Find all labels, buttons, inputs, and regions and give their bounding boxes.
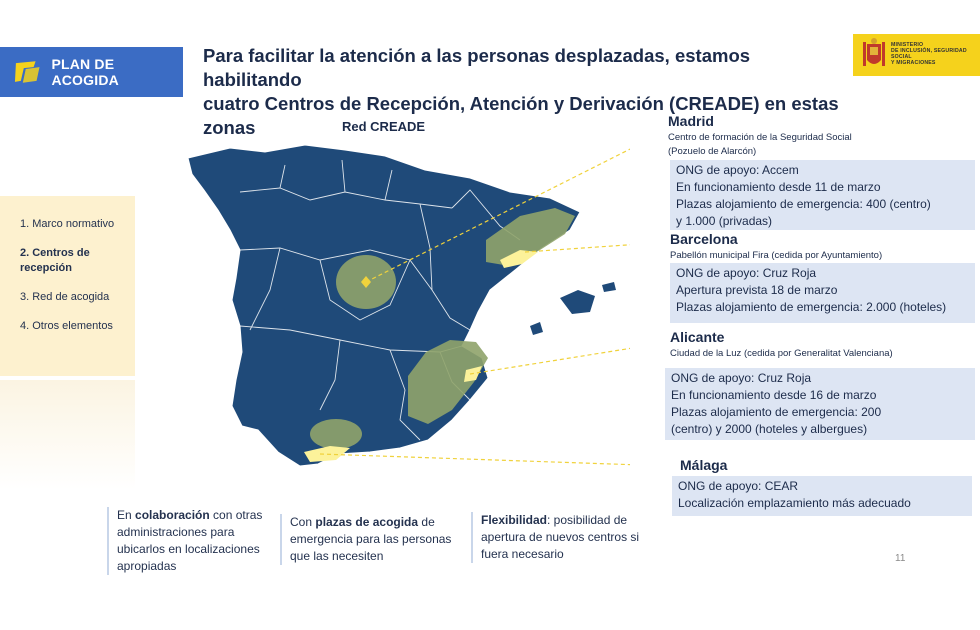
note-flexibilidad: Flexibilidad: posibilidad de apertura de…	[471, 512, 651, 563]
menu-item-otros[interactable]: 4. Otros elementos	[20, 320, 113, 332]
menorca	[602, 282, 616, 292]
note-1-post: con otras administraciones para ubicarlo…	[117, 508, 263, 573]
barcelona-title: Barcelona	[670, 231, 738, 247]
madrid-sub-1: Centro de formación de la Seguridad Soci…	[668, 132, 852, 143]
madrid-line-3: Plazas alojamiento de emergencia: 400 (c…	[676, 197, 931, 211]
madrid-line-1: ONG de apoyo: Accem	[676, 163, 799, 177]
highlight-barcelona	[500, 250, 538, 268]
zone-barcelona	[486, 208, 575, 266]
alicante-sub-1: Ciudad de la Luz (cedida por Generalitat…	[670, 348, 893, 359]
madrid-info-box: ONG de apoyo: Accem En funcionamiento de…	[670, 160, 975, 230]
barcelona-line-3: Plazas alojamiento de emergencia: 2.000 …	[676, 300, 947, 314]
headline-line-2: cuatro Centros de Recepción, Atención y …	[203, 93, 839, 138]
ministry-logo: MINISTERIO DE INCLUSIÓN, SEGURIDAD SOCIA…	[853, 34, 980, 76]
zone-malaga	[310, 419, 362, 449]
madrid-sub-2: (Pozuelo de Alarcón)	[668, 146, 757, 157]
spain-map	[187, 144, 630, 467]
map-title: Red CREADE	[342, 119, 426, 134]
ministry-line-1: MINISTERIO	[891, 42, 924, 48]
plan-badge: PLAN DE ACOGIDA	[0, 47, 183, 97]
note-1-bold: colaboración	[135, 508, 210, 522]
connector-lines	[319, 148, 630, 466]
alicante-line-2: En funcionamiento desde 16 de marzo	[671, 388, 877, 402]
note-colaboracion: En colaboración con otras administracion…	[107, 507, 282, 575]
headline-line-1: Para facilitar la atención a las persona…	[203, 45, 751, 90]
malaga-title: Málaga	[680, 457, 728, 473]
note-3-post: : posibilidad de apertura de nuevos cent…	[481, 513, 640, 561]
alicante-line-1: ONG de apoyo: Cruz Roja	[671, 371, 812, 385]
note-3-bold: Flexibilidad	[481, 513, 548, 527]
madrid-pointer-icon	[361, 276, 371, 288]
menu-item-centros[interactable]: 2. Centros de recepción	[20, 247, 90, 274]
coat-of-arms-icon	[863, 38, 885, 66]
madrid-line-4: y 1.000 (privadas)	[676, 214, 773, 228]
page-number: 11	[895, 553, 906, 564]
alicante-title: Alicante	[670, 329, 725, 345]
mallorca	[560, 290, 595, 314]
note-2-pre: Con	[290, 515, 316, 529]
menu-item-marco[interactable]: 1. Marco normativo	[20, 218, 115, 230]
plan-logo-icon	[14, 61, 40, 83]
barcelona-info-box: ONG de apoyo: Cruz Roja Apertura previst…	[670, 263, 975, 323]
page-headline: Para facilitar la atención a las persona…	[203, 44, 843, 140]
ministry-line-2: DE INCLUSIÓN, SEGURIDAD SOCIAL	[891, 48, 967, 60]
zone-alicante	[408, 340, 488, 424]
barcelona-line-2: Apertura prevista 18 de marzo	[676, 283, 838, 297]
malaga-line-2: Localización emplazamiento más adecuado	[678, 496, 911, 510]
mainland-spain	[187, 144, 581, 467]
highlight-malaga	[304, 446, 350, 462]
malaga-line-1: ONG de apoyo: CEAR	[678, 479, 799, 493]
note-1-pre: En	[117, 508, 136, 522]
barcelona-sub-1: Pabellón municipal Fira (cedida por Ayun…	[670, 250, 883, 261]
menu-fade	[0, 380, 135, 490]
malaga-info-box: ONG de apoyo: CEAR Localización emplazam…	[672, 476, 972, 516]
note-2-post: de emergencia para las personas que las …	[290, 515, 452, 563]
note-2-bold: plazas de acogida	[315, 515, 419, 529]
plan-badge-label: PLAN DE ACOGIDA	[51, 56, 119, 88]
ministry-text: MINISTERIO DE INCLUSIÓN, SEGURIDAD SOCIA…	[891, 42, 977, 66]
ministry-line-3: Y MIGRACIONES	[891, 60, 936, 66]
alicante-line-4: (centro) y 2000 (hoteles y albergues)	[671, 422, 868, 436]
menu-item-red[interactable]: 3. Red de acogida	[20, 291, 110, 303]
madrid-line-2: En funcionamiento desde 11 de marzo	[676, 180, 881, 194]
alicante-line-3: Plazas alojamiento de emergencia: 200	[671, 405, 882, 419]
alicante-info-box: ONG de apoyo: Cruz Roja En funcionamient…	[665, 368, 975, 440]
barcelona-line-1: ONG de apoyo: Cruz Roja	[676, 266, 817, 280]
note-plazas: Con plazas de acogida de emergencia para…	[280, 514, 460, 565]
section-menu: 1. Marco normativo 2. Centros de recepci…	[0, 196, 135, 376]
madrid-title: Madrid	[668, 113, 714, 129]
ibiza	[530, 322, 543, 335]
